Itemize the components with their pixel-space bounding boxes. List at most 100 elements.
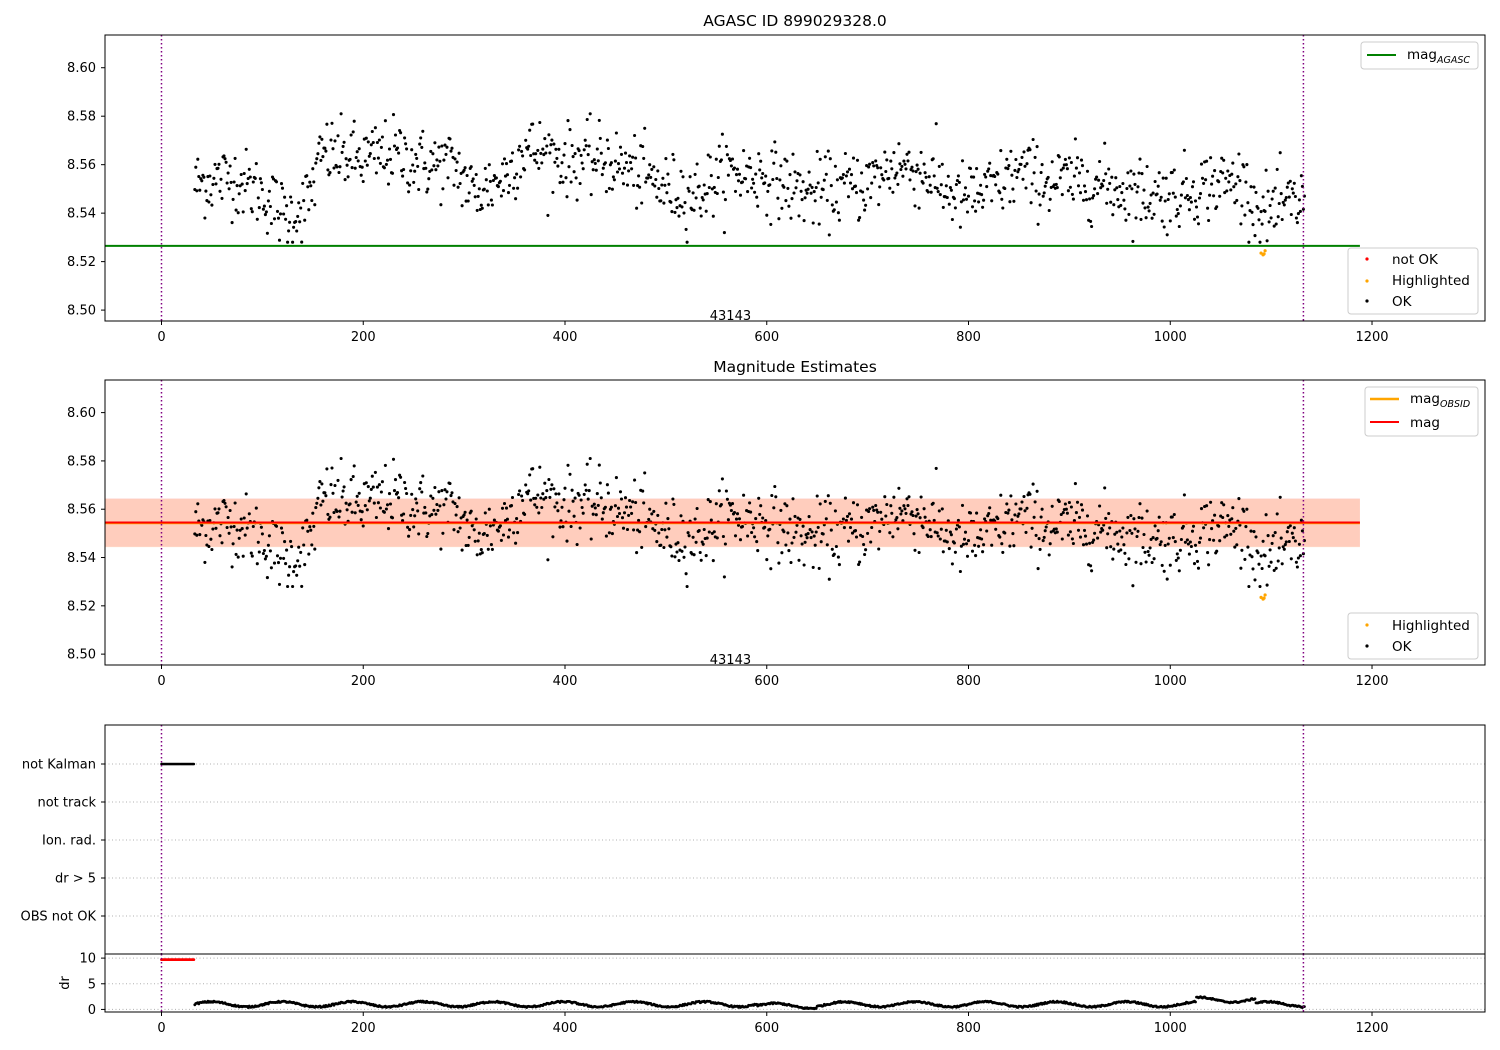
ok-point bbox=[449, 494, 453, 498]
ok-point bbox=[1073, 137, 1077, 141]
ok-point bbox=[432, 164, 436, 168]
ok-point bbox=[1254, 535, 1258, 539]
ok-point bbox=[1185, 193, 1189, 198]
ok-point bbox=[752, 526, 756, 530]
ok-point bbox=[1089, 219, 1093, 223]
ok-point bbox=[1173, 540, 1177, 544]
ok-point bbox=[1098, 504, 1102, 508]
ok-point bbox=[823, 499, 827, 503]
ok-point bbox=[1123, 551, 1127, 555]
ok-point bbox=[800, 198, 804, 202]
ok-point bbox=[918, 171, 922, 175]
ok-point bbox=[1047, 208, 1051, 213]
ok-point bbox=[755, 195, 759, 199]
ok-point bbox=[225, 525, 229, 530]
ok-point bbox=[981, 550, 985, 554]
ok-point bbox=[1156, 184, 1160, 188]
ok-point bbox=[1007, 508, 1011, 512]
ok-point bbox=[1186, 198, 1190, 202]
x-tick-label: 800 bbox=[956, 674, 981, 689]
ok-point bbox=[729, 508, 733, 513]
ok-point bbox=[356, 503, 360, 507]
ok-point bbox=[310, 198, 314, 203]
ok-point bbox=[488, 179, 492, 183]
ok-point bbox=[279, 526, 284, 530]
ok-point bbox=[441, 187, 445, 191]
ok-point bbox=[871, 505, 875, 509]
ok-point bbox=[873, 175, 877, 179]
ok-point bbox=[1205, 159, 1209, 163]
ok-point bbox=[588, 112, 592, 116]
highlighted-point bbox=[1263, 249, 1267, 253]
ok-point bbox=[854, 191, 859, 195]
ok-point bbox=[312, 524, 316, 528]
ok-point bbox=[345, 508, 349, 512]
ok-point bbox=[1156, 529, 1160, 533]
ok-point bbox=[711, 559, 715, 563]
legend-label-mag: mag bbox=[1410, 415, 1440, 431]
ok-point bbox=[305, 518, 309, 522]
ok-point bbox=[770, 149, 774, 153]
ok-point bbox=[218, 189, 222, 193]
ok-point bbox=[929, 535, 933, 539]
ok-point bbox=[980, 193, 984, 197]
ok-point bbox=[391, 113, 396, 117]
ok-point bbox=[390, 171, 395, 175]
ok-point bbox=[829, 184, 833, 188]
ok-point bbox=[1145, 164, 1149, 169]
ok-point bbox=[283, 195, 287, 199]
ok-point bbox=[1182, 148, 1186, 152]
ok-point bbox=[413, 514, 417, 518]
ok-point bbox=[1257, 218, 1261, 222]
ok-point bbox=[699, 558, 703, 562]
ok-point bbox=[479, 203, 483, 207]
legend-marker-ok bbox=[1365, 299, 1369, 303]
ok-point bbox=[900, 509, 904, 513]
ok-point bbox=[1060, 193, 1064, 197]
ok-point bbox=[637, 518, 641, 522]
ok-point bbox=[1150, 216, 1154, 220]
ok-point bbox=[869, 196, 873, 200]
ok-point bbox=[832, 552, 836, 556]
ok-point bbox=[1034, 189, 1038, 193]
ok-point bbox=[596, 159, 600, 163]
ok-point bbox=[773, 484, 777, 489]
ok-point bbox=[888, 186, 892, 190]
ok-point bbox=[247, 512, 251, 516]
ok-point bbox=[430, 168, 434, 172]
ok-point bbox=[1093, 531, 1097, 535]
ok-point bbox=[426, 531, 430, 536]
ok-point bbox=[1048, 542, 1052, 546]
ok-point bbox=[1055, 186, 1059, 190]
ok-point bbox=[1121, 181, 1125, 186]
ok-point bbox=[1036, 567, 1040, 571]
ok-point bbox=[299, 206, 303, 210]
ok-point bbox=[759, 159, 763, 163]
ok-point bbox=[810, 530, 814, 534]
ok-point bbox=[477, 187, 481, 191]
ok-point bbox=[370, 129, 374, 134]
ok-point bbox=[368, 152, 372, 156]
ok-point bbox=[605, 483, 609, 487]
ok-point bbox=[406, 181, 410, 185]
ok-point bbox=[927, 175, 931, 179]
ok-point bbox=[486, 203, 490, 207]
ok-point bbox=[1221, 515, 1225, 520]
ok-point bbox=[1274, 566, 1278, 570]
ok-point bbox=[443, 488, 447, 492]
ok-point bbox=[504, 506, 509, 510]
ok-point bbox=[1210, 527, 1214, 531]
ok-point bbox=[211, 182, 215, 187]
ok-point bbox=[383, 119, 387, 123]
ok-point bbox=[1261, 195, 1265, 199]
ok-point bbox=[950, 217, 954, 222]
ok-point bbox=[1093, 187, 1097, 191]
ok-point bbox=[306, 529, 310, 533]
ok-point bbox=[968, 511, 973, 515]
ok-point bbox=[538, 120, 542, 125]
ok-point bbox=[444, 152, 448, 156]
ok-point bbox=[245, 182, 249, 186]
ok-point bbox=[366, 140, 370, 144]
ok-point bbox=[1110, 175, 1114, 179]
ok-point bbox=[959, 200, 963, 204]
